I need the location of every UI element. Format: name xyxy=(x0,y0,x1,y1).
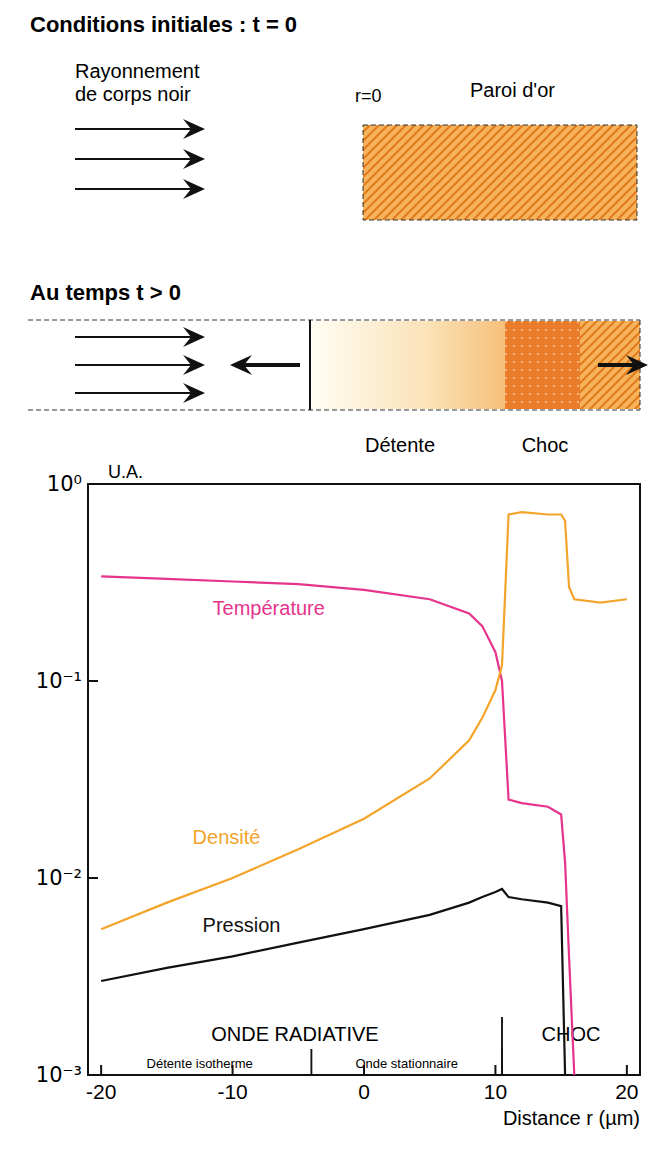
band-top xyxy=(28,320,640,321)
y-tick xyxy=(88,483,98,485)
region-divider xyxy=(501,1017,503,1075)
x-tick-label: 20 xyxy=(615,1080,638,1103)
x-tick-label: 10 xyxy=(484,1080,507,1103)
arrow-head xyxy=(183,149,205,169)
arrow-shaft xyxy=(75,158,191,160)
gold-wall xyxy=(363,125,637,220)
series-line xyxy=(101,889,565,1075)
x-tick-label: -20 xyxy=(86,1080,116,1103)
expansion-label: Détente xyxy=(365,434,435,456)
arrow-head xyxy=(183,119,205,139)
region-label: Détente isotherme xyxy=(147,1056,253,1071)
band-bottom xyxy=(28,410,640,411)
blowoff-arrow xyxy=(230,355,300,375)
arrow-head xyxy=(230,355,252,375)
radiation-arrow xyxy=(75,149,205,169)
y-tick-label: 10⁻¹ xyxy=(36,669,82,693)
region-divider xyxy=(501,1017,503,1075)
y-axis-title: U.A. xyxy=(108,462,143,482)
x-tick xyxy=(494,1065,496,1075)
arrow-head xyxy=(183,327,205,347)
arrow-head xyxy=(183,383,205,403)
x-tick-label: -10 xyxy=(217,1080,247,1103)
y-tick xyxy=(88,680,98,682)
region-divider xyxy=(87,1017,89,1075)
arrow-head xyxy=(626,355,648,375)
region-divider xyxy=(311,1049,313,1075)
x-axis-title: Distance r (µm) xyxy=(503,1107,640,1129)
wall-label: Paroi d'or xyxy=(470,79,555,101)
x-tick xyxy=(100,1065,102,1075)
radiation-arrow xyxy=(75,383,205,403)
region-divider xyxy=(639,1017,641,1075)
shock-arrow xyxy=(598,355,648,375)
arrow-shaft xyxy=(75,336,191,338)
y-tick xyxy=(88,877,98,879)
series-name: Pression xyxy=(203,914,281,936)
region-label: CHOC xyxy=(542,1023,601,1045)
shock-zone xyxy=(505,321,580,409)
y-tick-label: 10⁻³ xyxy=(36,1063,82,1087)
radiation-label: Rayonnementde corps noir xyxy=(75,60,200,105)
series-name: Densité xyxy=(193,826,261,848)
expansion-zone xyxy=(312,321,505,409)
region-label: ONDE RADIATIVE xyxy=(211,1023,378,1045)
curves xyxy=(101,512,627,1075)
arrow-shaft xyxy=(244,363,300,367)
radiation-line: de corps noir xyxy=(75,83,191,105)
radiation-line: Rayonnement xyxy=(75,60,200,82)
series-line xyxy=(101,512,627,929)
shock-label: Choc xyxy=(522,434,569,456)
y-tick-label: 10⁻² xyxy=(36,866,82,890)
initial-title: Conditions initiales : t = 0 xyxy=(30,12,297,37)
radiation-arrow xyxy=(75,327,205,347)
arrow-shaft xyxy=(75,392,191,394)
y-tick-label: 10⁰ xyxy=(47,472,82,496)
page: Conditions initiales : t = 0 Rayonnementd… xyxy=(0,0,655,1174)
radiation-arrow xyxy=(75,119,205,139)
ablation-front xyxy=(309,320,311,410)
origin-label: r=0 xyxy=(355,86,382,106)
later-title: Au temps t > 0 xyxy=(30,280,181,305)
series-name: Température xyxy=(213,597,325,619)
region-divider xyxy=(87,1049,89,1075)
radiation-arrow xyxy=(75,179,205,199)
arrow-head xyxy=(183,179,205,199)
region-divider xyxy=(311,1049,313,1075)
unshocked-wall xyxy=(580,321,640,409)
y-tick xyxy=(88,1074,98,1076)
region-label: Onde stationnaire xyxy=(355,1056,458,1071)
x-tick xyxy=(626,1065,628,1075)
x-tick-label: 0 xyxy=(358,1080,370,1103)
region-divider xyxy=(501,1049,503,1075)
radiation-arrow xyxy=(75,355,205,375)
arrow-shaft xyxy=(75,364,191,366)
arrow-head xyxy=(183,355,205,375)
arrow-shaft xyxy=(598,363,634,367)
arrow-shaft xyxy=(75,128,191,130)
plot-frame xyxy=(88,484,640,1075)
arrow-shaft xyxy=(75,188,191,190)
